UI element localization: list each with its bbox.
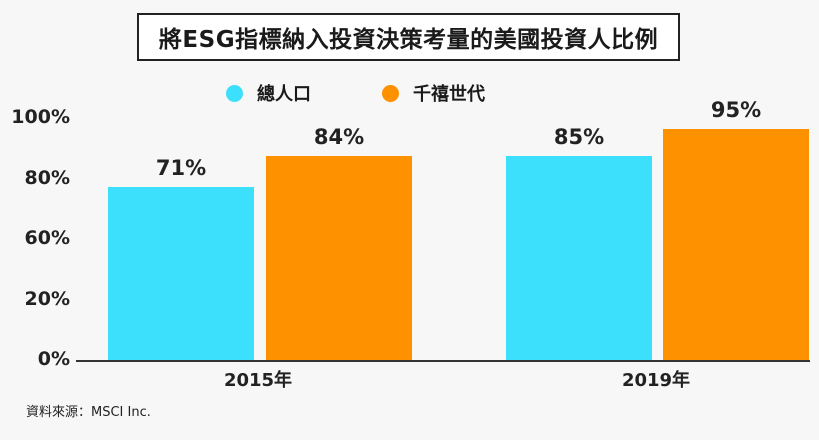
data-label: 95% [711,98,761,122]
x-tick-label: 2019年 [622,369,690,391]
legend-item-millennials: 千禧世代 [382,80,485,106]
bar [663,129,809,361]
legend-label-millennials: 千禧世代 [413,84,485,105]
source-note: 資料來源：MSCI Inc. [26,405,151,420]
bar [506,156,652,361]
y-tick-label: 0% [38,348,70,370]
y-tick-label: 60% [25,227,70,249]
y-tick-label: 20% [25,288,70,310]
data-label: 85% [554,125,604,149]
legend-swatch-millennials [382,84,399,102]
chart-title: 將ESG指標納入投資決策考量的美國投資人比例 [137,13,680,61]
y-tick-label: 100% [11,106,70,128]
legend-item-total: 總人口 [226,80,311,106]
bar [108,187,254,361]
legend: 總人口 千禧世代 [0,80,819,108]
bar [266,156,412,361]
y-tick-label: 80% [25,167,70,189]
legend-swatch-total [226,84,243,102]
data-label: 71% [156,156,206,180]
legend-label-total: 總人口 [257,84,311,105]
x-tick-label: 2015年 [224,369,292,391]
data-label: 84% [314,125,364,149]
